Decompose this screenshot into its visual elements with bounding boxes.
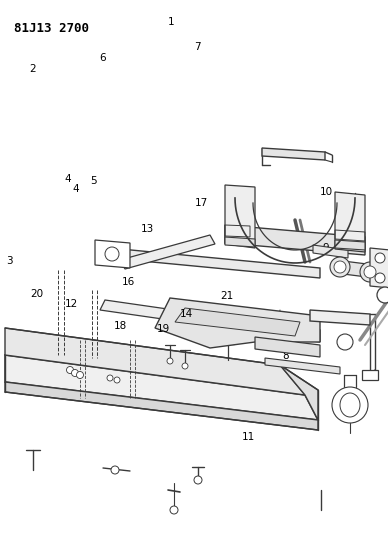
Text: 4: 4 <box>64 174 71 183</box>
Polygon shape <box>95 240 130 268</box>
Circle shape <box>182 363 188 369</box>
Text: 6: 6 <box>99 53 106 62</box>
Circle shape <box>111 466 119 474</box>
Circle shape <box>330 257 350 277</box>
Polygon shape <box>335 192 365 252</box>
Text: 19: 19 <box>156 325 170 334</box>
Circle shape <box>332 387 368 423</box>
Polygon shape <box>225 237 255 247</box>
Circle shape <box>71 369 78 376</box>
Polygon shape <box>335 240 365 250</box>
Polygon shape <box>310 310 370 325</box>
Polygon shape <box>120 235 215 269</box>
Circle shape <box>105 247 119 261</box>
Polygon shape <box>110 248 320 278</box>
Text: 9: 9 <box>322 243 329 253</box>
Polygon shape <box>170 310 320 342</box>
Text: 12: 12 <box>65 299 78 309</box>
Polygon shape <box>100 300 230 328</box>
Circle shape <box>360 262 380 282</box>
Circle shape <box>76 372 83 378</box>
Text: 13: 13 <box>141 224 154 234</box>
Text: 16: 16 <box>121 278 135 287</box>
Polygon shape <box>225 185 255 248</box>
Text: 7: 7 <box>194 42 201 52</box>
Circle shape <box>377 287 388 303</box>
Circle shape <box>375 253 385 263</box>
Text: 21: 21 <box>220 291 234 301</box>
Polygon shape <box>313 245 348 258</box>
Text: 3: 3 <box>6 256 13 266</box>
Circle shape <box>364 266 376 278</box>
Text: 1: 1 <box>167 18 174 27</box>
Text: 10: 10 <box>319 187 333 197</box>
Polygon shape <box>5 382 318 430</box>
Text: 81J13 2700: 81J13 2700 <box>14 22 89 35</box>
Polygon shape <box>262 148 325 160</box>
Text: 11: 11 <box>242 432 255 442</box>
Polygon shape <box>5 328 305 395</box>
Circle shape <box>66 367 73 374</box>
Text: 18: 18 <box>114 321 127 331</box>
Polygon shape <box>370 248 388 288</box>
Polygon shape <box>280 365 318 420</box>
Polygon shape <box>5 355 318 420</box>
Text: 20: 20 <box>30 289 43 299</box>
Polygon shape <box>265 358 340 374</box>
Circle shape <box>337 334 353 350</box>
Polygon shape <box>175 308 300 336</box>
Text: 14: 14 <box>180 310 193 319</box>
Polygon shape <box>255 337 320 357</box>
Circle shape <box>375 273 385 283</box>
Text: 15: 15 <box>242 230 255 239</box>
Circle shape <box>194 476 202 484</box>
Text: 5: 5 <box>90 176 97 186</box>
Circle shape <box>114 377 120 383</box>
Text: 8: 8 <box>282 351 289 361</box>
Text: 17: 17 <box>195 198 208 207</box>
Circle shape <box>170 506 178 514</box>
Polygon shape <box>335 260 375 278</box>
Polygon shape <box>362 370 378 380</box>
Polygon shape <box>155 298 320 348</box>
Polygon shape <box>225 225 365 255</box>
Circle shape <box>107 375 113 381</box>
Text: 4: 4 <box>72 184 79 194</box>
Text: 2: 2 <box>29 64 36 74</box>
Circle shape <box>167 358 173 364</box>
Circle shape <box>334 261 346 273</box>
